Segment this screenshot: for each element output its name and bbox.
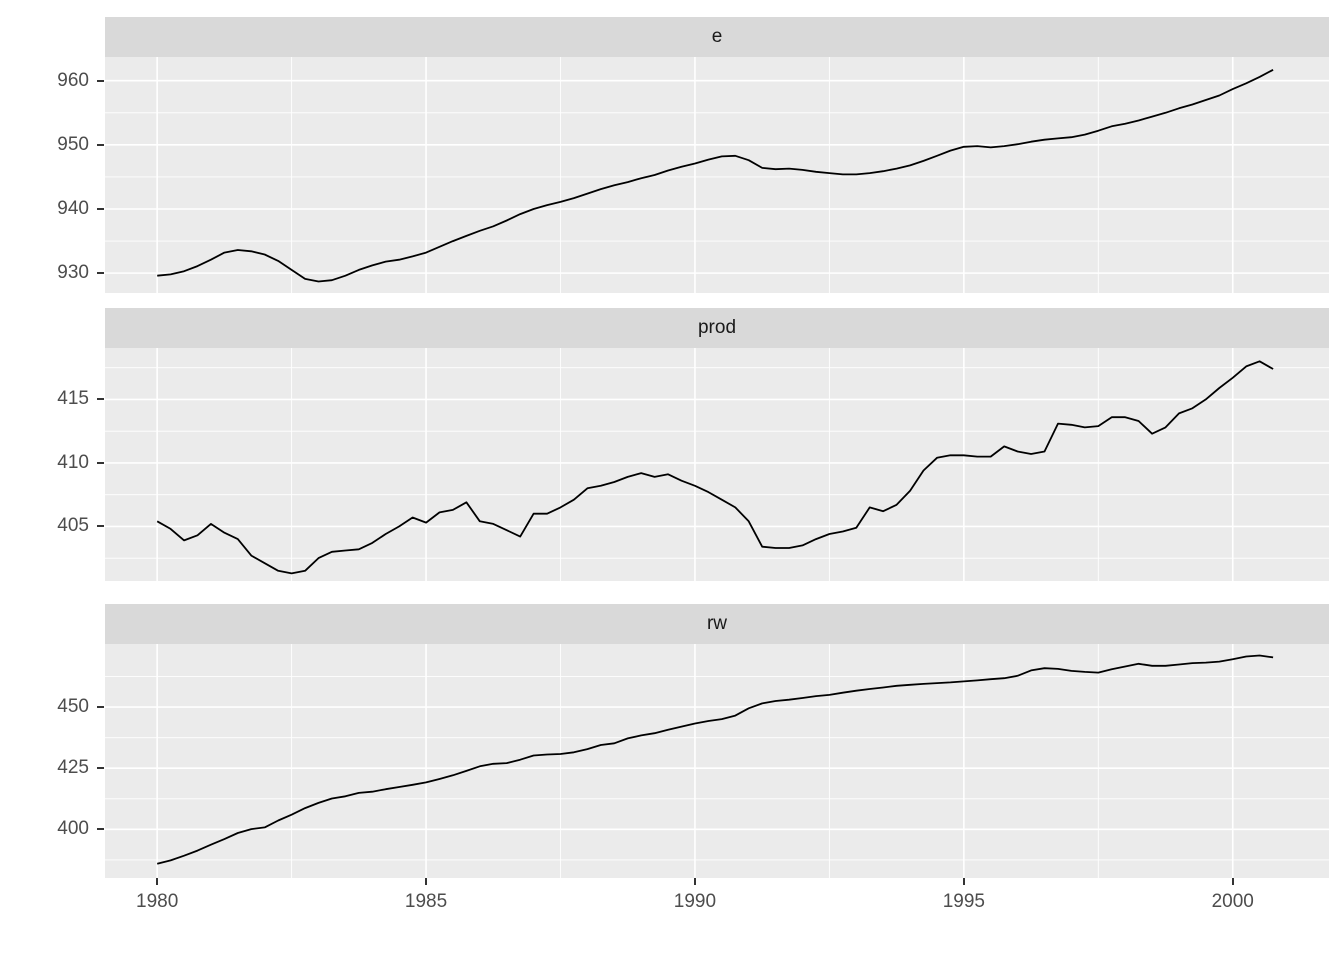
series-line-prod	[156, 360, 1274, 575]
y-tick-mark	[97, 398, 104, 401]
y-tick-label: 950	[57, 133, 89, 155]
facet-strip: prod	[105, 308, 1329, 348]
y-tick-mark	[97, 207, 104, 210]
x-tick-label: 1990	[673, 891, 717, 912]
x-tick-mark	[156, 878, 159, 885]
facet-strip-label: prod	[697, 317, 737, 338]
x-tick-label: 1985	[404, 891, 448, 912]
facet-plot-prod	[105, 348, 1329, 581]
y-tick-label: 405	[57, 515, 89, 537]
y-tick-label: 960	[57, 69, 89, 91]
facet-plot-rw	[105, 644, 1329, 878]
x-tick-label: 1980	[136, 891, 179, 912]
y-tick-mark	[97, 143, 104, 146]
y-tick-label: 940	[57, 197, 89, 219]
y-tick-label: 400	[57, 818, 89, 840]
y-tick-mark	[97, 767, 104, 770]
y-tick-mark	[97, 706, 104, 709]
y-tick-mark	[97, 79, 104, 82]
plot-panel	[105, 57, 1329, 293]
y-tick-mark	[97, 828, 104, 831]
y-tick-label: 930	[57, 262, 89, 284]
x-tick-mark	[425, 878, 428, 885]
series-line-rw	[156, 654, 1274, 865]
y-tick-mark	[97, 525, 104, 528]
x-tick-mark	[962, 878, 965, 885]
y-tick-mark	[97, 461, 104, 464]
y-tick-label: 410	[57, 451, 89, 473]
series-line-e	[157, 69, 1274, 283]
facet-strip-label: e	[711, 26, 723, 47]
plot-panel	[105, 348, 1329, 581]
facet-strip-label: rw	[706, 613, 728, 634]
facet-plot-e	[105, 57, 1329, 293]
x-tick-mark	[1231, 878, 1234, 885]
plot-panel	[105, 644, 1329, 878]
y-tick-label: 450	[57, 696, 89, 718]
y-tick-label: 425	[57, 757, 89, 779]
x-tick-label: 2000	[1211, 891, 1254, 912]
facet-strip: e	[105, 17, 1329, 57]
y-tick-label: 415	[57, 388, 89, 410]
x-tick-mark	[693, 878, 696, 885]
y-tick-mark	[97, 272, 104, 275]
x-tick-label: 1995	[942, 891, 985, 912]
facet-strip: rw	[105, 604, 1329, 644]
